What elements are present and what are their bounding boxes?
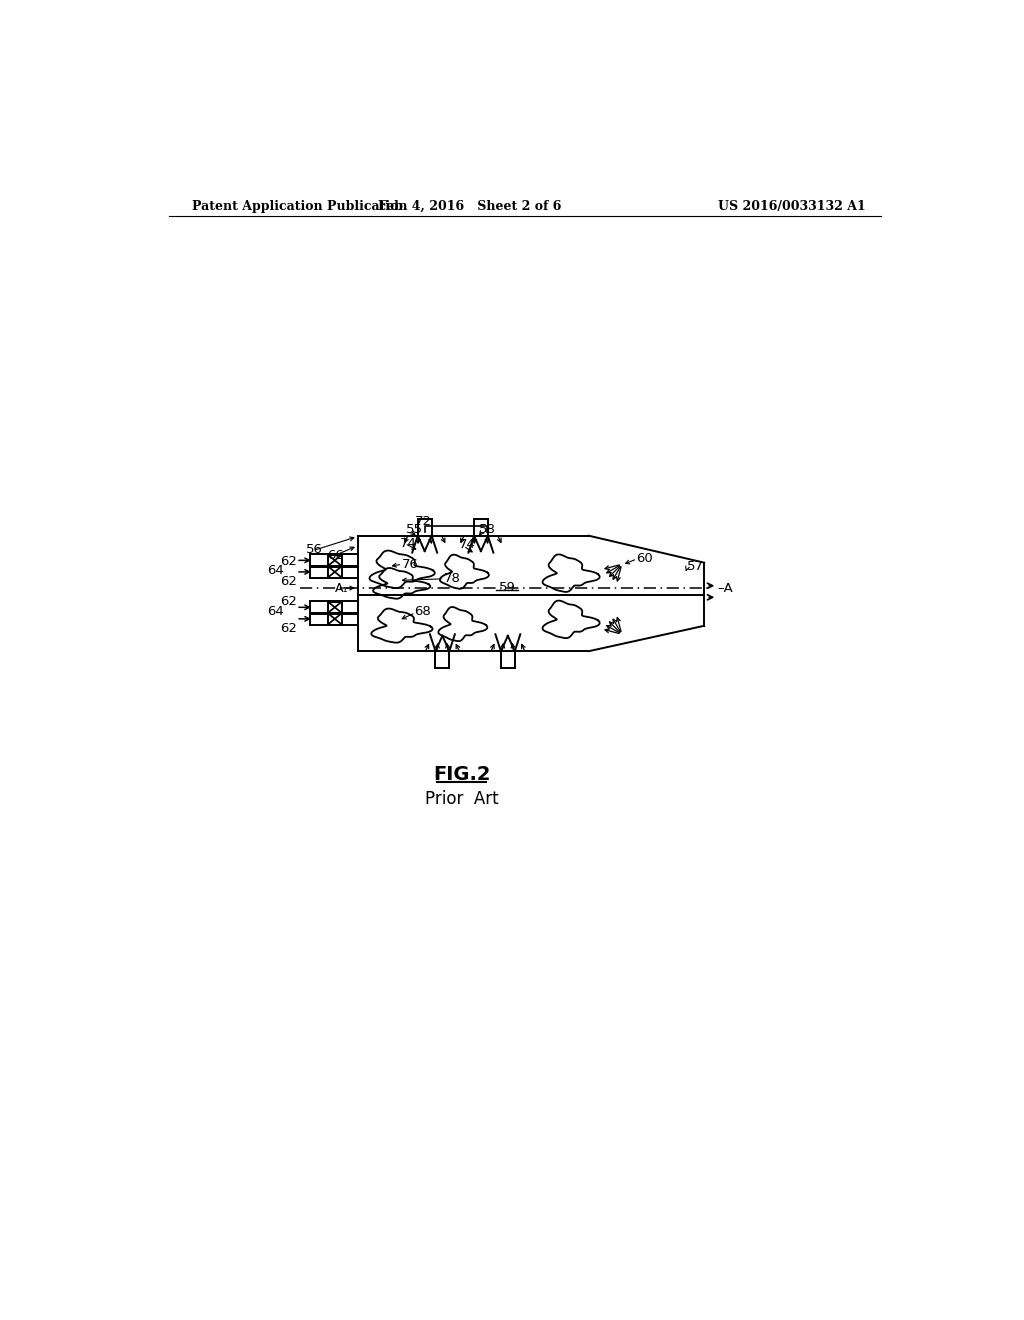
Polygon shape: [372, 609, 432, 643]
Text: 62: 62: [280, 622, 297, 635]
Text: 60: 60: [637, 552, 653, 565]
Polygon shape: [543, 554, 600, 591]
Text: 64: 64: [267, 606, 284, 619]
Text: 62: 62: [280, 574, 297, 587]
Text: Prior  Art: Prior Art: [425, 791, 499, 808]
Bar: [328, 602, 342, 612]
Text: 57: 57: [686, 560, 703, 573]
Text: 76: 76: [401, 557, 419, 570]
Text: FIG.2: FIG.2: [433, 764, 490, 784]
Text: A₁: A₁: [335, 582, 348, 595]
Text: 78: 78: [444, 572, 461, 585]
Text: 59: 59: [499, 581, 515, 594]
Text: –A: –A: [717, 582, 733, 594]
Text: 74: 74: [460, 539, 476, 552]
Bar: [328, 566, 342, 578]
Text: Patent Application Publication: Patent Application Publication: [193, 199, 408, 213]
Text: 56: 56: [306, 543, 323, 556]
Text: 62: 62: [280, 554, 297, 568]
Polygon shape: [438, 607, 487, 642]
Text: 74: 74: [400, 537, 417, 550]
Text: 68: 68: [414, 606, 431, 619]
Text: 62: 62: [280, 595, 297, 609]
Text: 55: 55: [406, 523, 423, 536]
Text: Feb. 4, 2016   Sheet 2 of 6: Feb. 4, 2016 Sheet 2 of 6: [378, 199, 561, 213]
Bar: [328, 612, 342, 624]
Text: US 2016/0033132 A1: US 2016/0033132 A1: [718, 199, 866, 213]
Text: 66: 66: [327, 549, 344, 562]
Text: 64: 64: [267, 564, 284, 577]
Polygon shape: [440, 554, 488, 589]
Text: 58: 58: [478, 523, 496, 536]
Polygon shape: [373, 568, 430, 599]
Bar: [328, 554, 342, 566]
Polygon shape: [543, 601, 600, 638]
Polygon shape: [370, 550, 435, 589]
Text: 72: 72: [415, 515, 432, 528]
